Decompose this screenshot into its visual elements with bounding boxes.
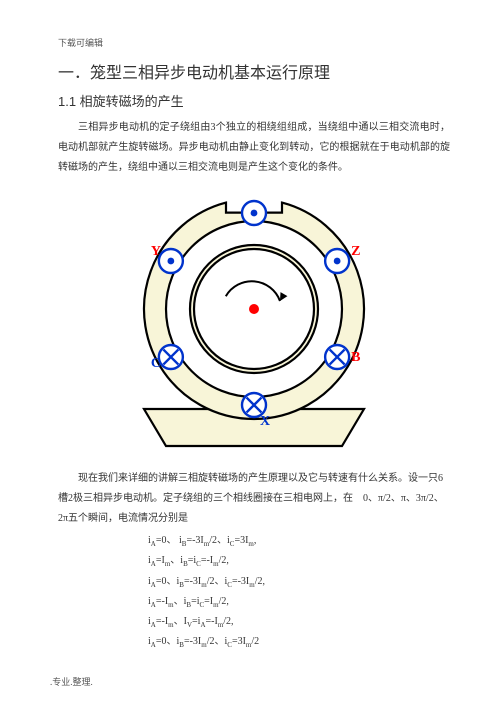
paragraph-1: 三相异步电动机的定子绕组由3个独立的相绕组组成，当绕组中通以三相交流电时，电动机…	[58, 118, 450, 178]
heading-2: 1.1 相旋转磁场的产生	[58, 91, 450, 110]
slot-z-dot	[334, 258, 341, 265]
header-small: 下载可编辑	[58, 36, 450, 49]
slot-label-b: B	[351, 350, 360, 365]
motor-figure: Y Z C B X	[58, 184, 450, 463]
equation-block: iA=0、 iB=-3Im/2、iC=3Im,iA=Im、iB=iC=-Im/2…	[148, 531, 450, 653]
equation-line: iA=-Im、IV=iA=-Im/2,	[148, 612, 450, 632]
shaft-dot	[249, 304, 259, 314]
equation-line: iA=-Im、iB=iC=Im/2,	[148, 592, 450, 612]
slot-a-dot	[251, 210, 258, 217]
slot-y-dot	[167, 258, 174, 265]
slot-label-x: X	[260, 414, 270, 429]
footer-text: .专业.整理.	[50, 675, 450, 688]
equation-line: iA=0、iB=-3Im/2、iC=-3Im/2,	[148, 572, 450, 592]
equation-line: iA=0、 iB=-3Im/2、iC=3Im,	[148, 531, 450, 551]
paragraph-2: 现在我们来详细的讲解三相旋转磁场的产生原理以及它与转速有什么关系。设一只6槽2极…	[58, 469, 450, 529]
equation-line: iA=0、iB=-3Im/2、iC=3Im/2	[148, 632, 450, 652]
slot-label-y: Y	[151, 244, 161, 259]
slot-label-c: C	[151, 356, 161, 371]
heading-1: 一．笼型三相异步电动机基本运行原理	[58, 59, 450, 83]
slot-label-z: Z	[351, 244, 360, 259]
equation-line: iA=Im、iB=iC=-Im/2,	[148, 551, 450, 571]
